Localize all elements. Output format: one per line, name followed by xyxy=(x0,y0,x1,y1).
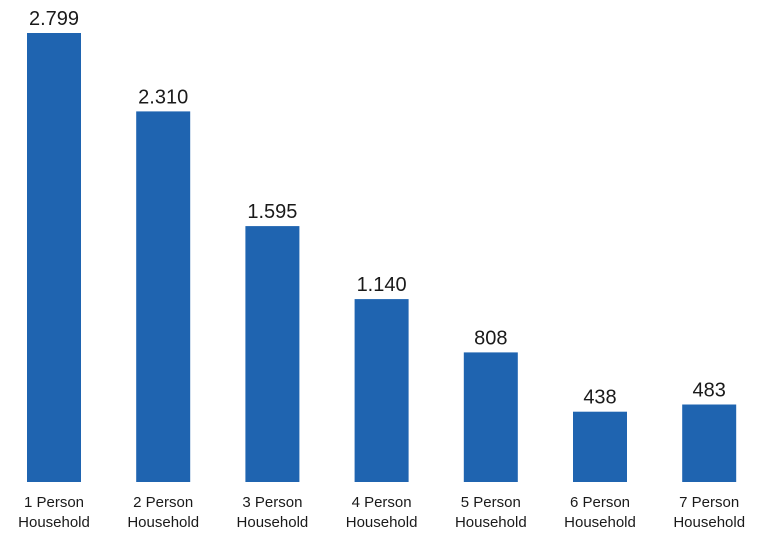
category-label-line: Household xyxy=(564,514,636,531)
category-label-line: Household xyxy=(237,514,309,531)
bar-1 xyxy=(27,33,81,482)
category-label-1: 1 Person Household xyxy=(18,494,90,531)
category-label-3: 3 Person Household xyxy=(237,494,309,531)
category-label-line: 2 Person xyxy=(133,494,193,511)
bar-3 xyxy=(245,226,300,482)
category-label-line: 4 Person xyxy=(352,494,412,511)
category-label-line: 5 Person xyxy=(461,494,521,511)
value-label-5: 808 xyxy=(474,327,507,349)
value-label-7: 483 xyxy=(693,380,726,402)
value-label-1: 2.799 xyxy=(29,8,79,30)
category-label-line: 7 Person xyxy=(679,494,739,511)
value-labels-group: 2.799 2.310 1.595 1.140 808 438 483 xyxy=(29,8,726,409)
value-label-6: 438 xyxy=(583,387,616,409)
bar-6 xyxy=(573,411,627,482)
value-label-4: 1.140 xyxy=(357,274,407,296)
category-label-line: Household xyxy=(127,514,199,531)
category-label-line: Household xyxy=(346,514,418,531)
category-label-4: 4 Person Household xyxy=(346,494,418,531)
category-label-line: Household xyxy=(18,514,90,531)
category-label-6: 6 Person Household xyxy=(564,494,636,531)
category-label-7: 7 Person Household xyxy=(673,494,745,531)
bar-4 xyxy=(354,299,409,482)
category-label-line: Household xyxy=(673,514,745,531)
category-label-line: Household xyxy=(455,514,527,531)
bar-2 xyxy=(136,111,191,483)
category-label-2: 2 Person Household xyxy=(127,494,199,531)
value-label-3: 1.595 xyxy=(247,201,297,223)
category-label-line: 1 Person xyxy=(24,494,84,511)
category-label-5: 5 Person Household xyxy=(455,494,527,531)
category-label-line: 3 Person xyxy=(242,494,302,511)
category-label-line: 6 Person xyxy=(570,494,630,511)
value-label-2: 2.310 xyxy=(138,86,188,108)
bar-5 xyxy=(463,352,518,482)
bar-7 xyxy=(682,404,737,482)
bars-group xyxy=(27,33,737,483)
